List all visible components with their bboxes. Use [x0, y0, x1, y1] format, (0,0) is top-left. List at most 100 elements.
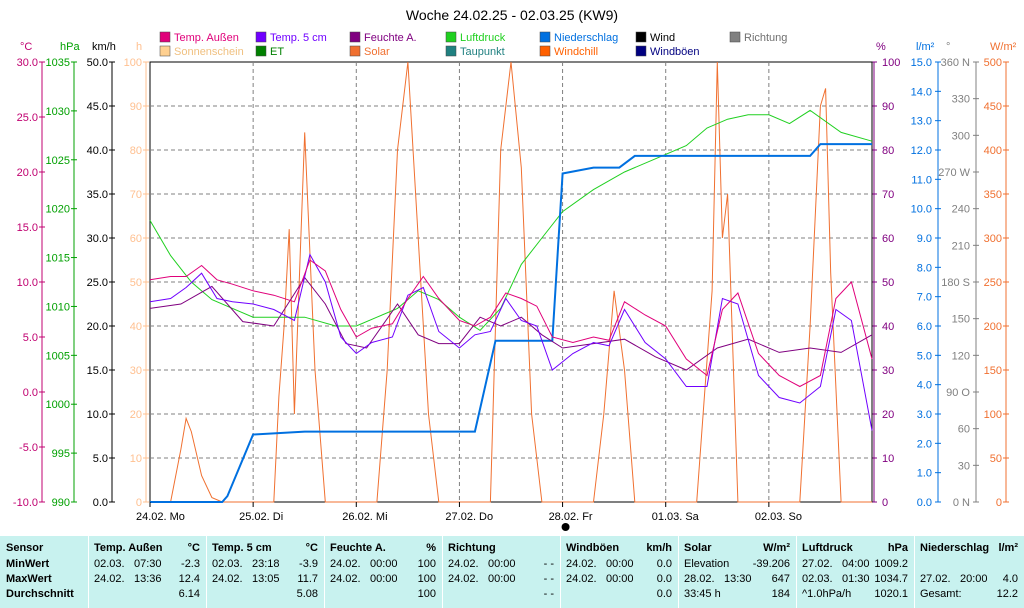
axis-tick-label-rain: 13.0 [911, 116, 932, 128]
stats-table: Sensor MinWert MaxWert Durchschnitt Temp. Au… [0, 536, 1024, 608]
x-tick-label: 26.02. Mi [342, 511, 387, 523]
axis-tick-label-humidity: 90 [882, 101, 894, 113]
axis-tick-label-direction: 0 N [953, 497, 970, 509]
axis-tick-label-direction: 180 S [941, 277, 970, 289]
x-axis-labels: 24.02. Mo 25.02. Di 26.02. Mi 27.02. Do 28.0… [136, 502, 802, 531]
stats-cell-label: MaxWert [6, 573, 52, 585]
legend-label: Windböen [650, 46, 700, 58]
stats-cell-label: 24.02. [448, 573, 479, 585]
axis-tick-label-temp: 10.0 [17, 277, 38, 289]
axis-tick-label-solar: 100 [984, 409, 1002, 421]
stats-cell-value: 100 [417, 588, 436, 600]
axis-tick-label-direction: 300 [952, 130, 970, 142]
axis-unit-sun: h [136, 41, 142, 53]
stats-cell-time: 00:00 [606, 573, 634, 585]
stats-cell-value: 6.14 [178, 588, 200, 600]
stats-cell-label: 27.02. [802, 558, 833, 570]
axis-tick-label-solar: 400 [984, 145, 1002, 157]
stats-cell-label: 24.02. [212, 573, 243, 585]
stats-cell-label: 24.02. [330, 573, 361, 585]
legend-label: Feuchte A. [364, 32, 417, 44]
axis-tick-label-rain: 4.0 [917, 380, 932, 392]
stats-cell-value: 1034.7 [874, 573, 908, 585]
stats-cell-time: 07:30 [134, 558, 162, 570]
axis-tick-label-wind: 0.0 [93, 497, 108, 509]
stats-header: Temp. 5 cm [212, 542, 272, 554]
axis-tick-label-direction: 120 [952, 350, 970, 362]
stats-cell-label: Elevation [684, 558, 730, 570]
axis-tick-label-temp: 0.0 [23, 387, 38, 399]
stats-cell-value: 0.0 [656, 573, 672, 585]
axis-tick-label-wind: 5.0 [93, 453, 108, 465]
axis-tick-label-pressure: 1020 [46, 204, 70, 216]
axis-tick-label-sun: 40 [130, 321, 142, 333]
grid [150, 62, 872, 502]
stats-cell-label: 24.02. [566, 558, 597, 570]
stats-header: Sensor [6, 542, 44, 554]
stats-cell-time: 01:30 [842, 573, 870, 585]
axis-tick-label-rain: 0.0 [917, 497, 932, 509]
stats-header: Solar [684, 542, 712, 554]
axis-tick-label-rain: 10.0 [911, 204, 932, 216]
legend-label: Niederschlag [554, 32, 618, 44]
axis-tick-label-pressure: 1010 [46, 301, 70, 313]
axis-tick-label-solar: 0 [996, 497, 1002, 509]
axis-tick-label-direction: 270 W [938, 167, 970, 179]
axis-tick-label-sun: 80 [130, 145, 142, 157]
stats-cell-value: 184 [771, 588, 790, 600]
axis-tick-label-rain: 2.0 [917, 438, 932, 450]
stats-column: Feuchte A.% 24.02. 00:00 100 24.02. 00:00 100 1… [324, 536, 442, 608]
stats-cell-value: 1020.1 [874, 588, 908, 600]
stats-header: Richtung [448, 542, 496, 554]
stats-cell-time: 13:05 [252, 573, 280, 585]
axis-tick-label-wind: 25.0 [87, 277, 108, 289]
stats-separator [914, 536, 915, 608]
stats-cell-value: 647 [771, 573, 790, 585]
stats-cell-time: 04:00 [842, 558, 870, 570]
axis-tick-label-pressure: 1025 [46, 155, 70, 167]
axis-unit-direction: ° [946, 41, 950, 53]
axis-tick-label-humidity: 70 [882, 189, 894, 201]
axis-tick-label-pressure: 1015 [46, 253, 70, 265]
stats-cell-label: MinWert [6, 558, 50, 570]
x-tick-label: 28.02. Fr [549, 511, 593, 523]
axis-tick-label-humidity: 50 [882, 277, 894, 289]
stats-cell-value: 100 [417, 558, 436, 570]
axis-tick-label-temp: 5.0 [23, 332, 38, 344]
stats-cell-time: 23:18 [252, 558, 280, 570]
axis-tick-label-direction: 360 N [941, 57, 970, 69]
stats-cell-value: -2.3 [181, 558, 200, 570]
axis-tick-label-pressure: 1005 [46, 350, 70, 362]
stats-unit: W/m² [763, 542, 790, 554]
axis-tick-label-sun: 50 [130, 277, 142, 289]
stats-header: Temp. Außen [94, 542, 163, 554]
stats-column: Temp. Außen °C 02.03. 07:30 -2.3 24.02. 13:36 1… [88, 536, 206, 608]
stats-cell-label: 24.02. [94, 573, 125, 585]
axis-tick-label-rain: 11.0 [911, 174, 932, 186]
axis-tick-label-sun: 70 [130, 189, 142, 201]
stats-column: Luftdruck hPa 27.02. 04:00 1009.2 02.03. 01:30… [796, 536, 914, 608]
stats-header: Windböen [566, 542, 620, 554]
stats-cell-value: -39.206 [752, 558, 790, 570]
legend-label: Richtung [744, 32, 787, 44]
axis-tick-label-temp: 15.0 [17, 222, 38, 234]
legend-label: Taupunkt [460, 46, 505, 58]
stats-unit: hPa [887, 542, 908, 554]
axis-tick-label-temp: -10.0 [13, 497, 38, 509]
stats-cell-label: 24.02. [566, 573, 597, 585]
legend-label: Temp. 5 cm [270, 32, 327, 44]
stats-separator [88, 536, 89, 608]
legend-swatch [159, 45, 171, 57]
axis-tick-label-solar: 150 [984, 365, 1002, 377]
stats-header: Feuchte A. [330, 542, 386, 554]
stats-cell-value: 0.0 [656, 558, 672, 570]
stats-column: Sensor MinWert MaxWert Durchschnitt [0, 536, 88, 608]
stats-separator [678, 536, 679, 608]
stats-cell-label: 28.02. [684, 573, 715, 585]
stats-cell-value: 11.7 [297, 573, 318, 585]
axis-tick-label-direction: 30 [958, 460, 970, 472]
axis-tick-label-rain: 12.0 [911, 145, 932, 157]
stats-cell-time: 13:30 [724, 573, 752, 585]
stats-cell-value: 12.4 [178, 573, 200, 585]
axis-tick-label-solar: 450 [984, 101, 1002, 113]
